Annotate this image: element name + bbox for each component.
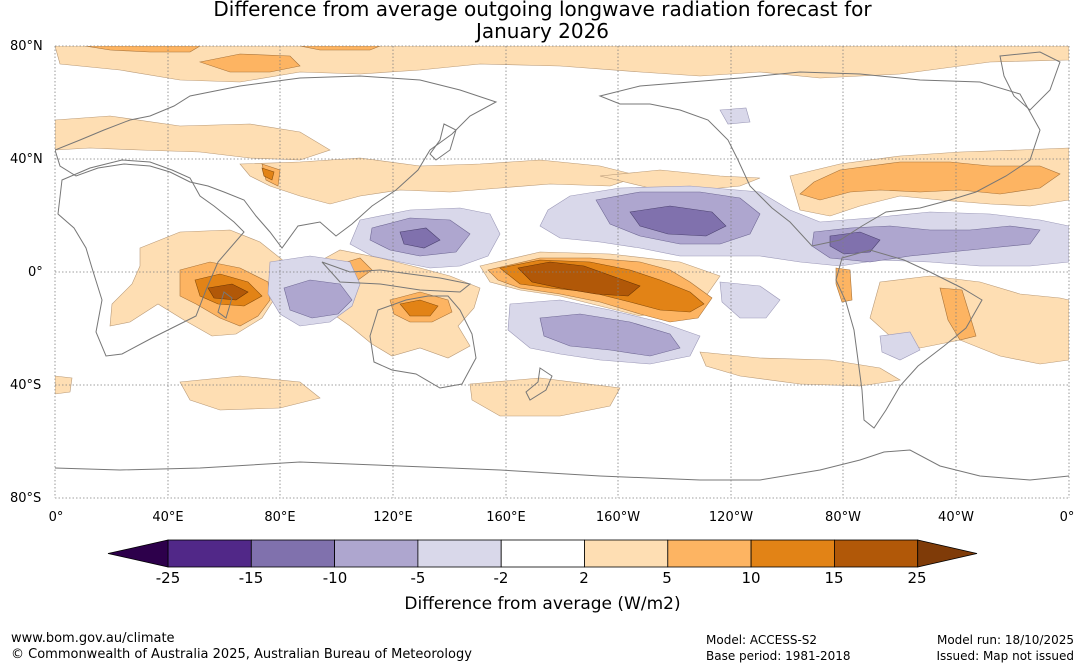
footer-model: Model: ACCESS-S2 xyxy=(706,633,818,647)
colorbar-under-arrow xyxy=(107,539,169,568)
lon-label-40w: 40°W xyxy=(938,510,974,525)
lon-label-120e: 120°E xyxy=(373,510,413,525)
colorbar-box xyxy=(167,539,252,568)
colorbar-box xyxy=(834,539,919,568)
lon-label-160e: 160°E xyxy=(486,510,526,525)
colorbar-tick-label: -10 xyxy=(322,569,348,587)
colorbar-tick-label: -25 xyxy=(155,569,181,587)
antarctica-coast xyxy=(55,449,1069,481)
lon-label-40e: 40°E xyxy=(152,510,184,525)
lon-label-160w: 160°W xyxy=(595,510,641,525)
negative-strong-regions xyxy=(399,205,881,255)
colorbar-tick-label: 25 xyxy=(907,569,927,587)
japan-coast xyxy=(429,123,457,161)
colorbar-box xyxy=(417,539,502,568)
footer-base-period: Base period: 1981-2018 xyxy=(706,649,851,663)
lon-label-80e: 80°E xyxy=(264,510,296,525)
eurasia-coast xyxy=(55,75,498,249)
title-line-2: January 2026 xyxy=(475,19,610,43)
colorbar-box xyxy=(250,539,336,568)
lat-label-80s: 80°S xyxy=(10,491,42,506)
colorbar-tick-label: 15 xyxy=(824,569,844,587)
lon-label-0-right: 0° xyxy=(1059,510,1075,525)
gridlines xyxy=(54,45,1070,499)
title-line-1: Difference from average outgoing longwav… xyxy=(213,0,872,21)
lat-label-80n: 80°N xyxy=(10,39,43,54)
australia-coast xyxy=(369,295,477,389)
colorbar-title: Difference from average (W/m2) xyxy=(404,594,681,614)
lat-label-40s: 40°S xyxy=(10,378,42,393)
colorbar-tick-label: -15 xyxy=(238,569,264,587)
new-zealand-coast xyxy=(525,367,553,401)
colorbar-tick-label: 2 xyxy=(579,569,589,587)
north-america-coast xyxy=(598,71,1041,247)
greenland-coast xyxy=(999,51,1061,111)
colorbar-box xyxy=(667,539,752,568)
footer-issued: Issued: Map not issued xyxy=(936,649,1074,663)
colorbar-box xyxy=(334,539,419,568)
colorbar-tick-label: 5 xyxy=(662,569,672,587)
colorbar-box xyxy=(584,539,669,568)
positive-max-regions xyxy=(207,261,641,301)
coastlines xyxy=(55,51,1069,481)
indonesia-coast xyxy=(321,261,472,293)
negative-medium-regions xyxy=(283,191,1041,357)
colorbar-box xyxy=(500,539,585,568)
lon-label-80w: 80°W xyxy=(825,510,861,525)
colorbar-box xyxy=(750,539,835,568)
colorbar-tick-label: -5 xyxy=(410,569,426,587)
colorbar-over-arrow xyxy=(917,539,978,568)
colorbar-boxes xyxy=(107,539,978,568)
lat-label-40n: 40°N xyxy=(10,152,43,167)
madagascar-coast xyxy=(217,291,233,319)
lat-label-0: 0° xyxy=(28,265,43,280)
colorbar-tick-label: -2 xyxy=(493,569,509,587)
lon-label-120w: 120°W xyxy=(708,510,754,525)
colorbar-tick-label: 10 xyxy=(741,569,761,587)
footer-website[interactable]: www.bom.gov.au/climate xyxy=(11,631,175,646)
footer-model-run: Model run: 18/10/2025 xyxy=(936,633,1074,647)
lon-label-0-left: 0° xyxy=(48,510,64,525)
footer-copyright: © Commonwealth of Australia 2025, Austra… xyxy=(11,647,472,662)
